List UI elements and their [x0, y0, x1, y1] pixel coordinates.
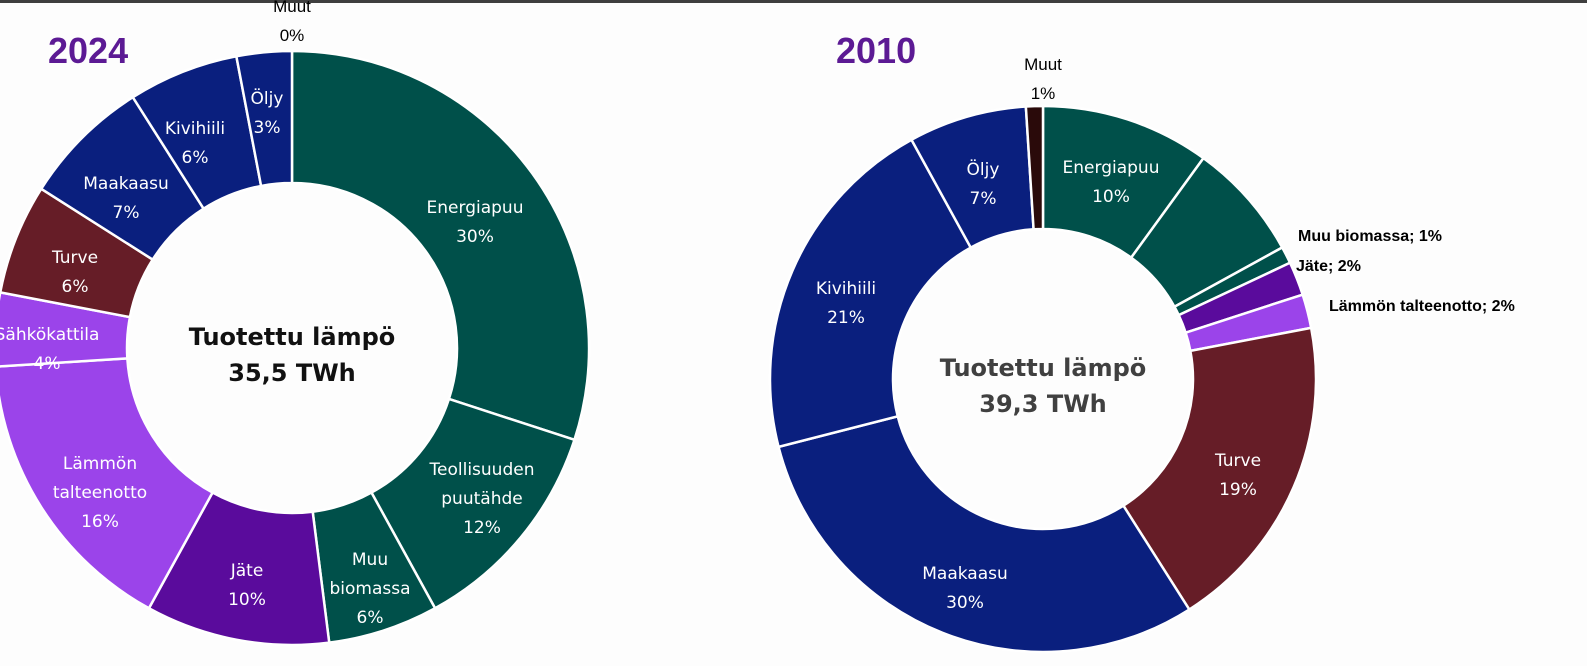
chart-title-2024: 2024 — [48, 30, 129, 71]
center-total-label: Tuotettu lämpö 39,3 TWh — [940, 354, 1147, 418]
donut-chart-2010: Energiapuu 10% Muu biomassa; 1% Jäte; 2% Läm… — [768, 55, 1515, 654]
donut-chart-2024: Energiapuu 30% Teollisuuden puutähde 12%Muu b… — [0, 0, 591, 647]
slice-energiapuu — [290, 49, 591, 442]
slice-muut — [1024, 104, 1045, 231]
data-label-teollisuuden-puutähde: Teollisuuden puutähde 12% — [429, 460, 535, 538]
data-label-jäte: Jäte; 2% — [1296, 258, 1361, 275]
slice-öljy — [234, 49, 294, 188]
data-label-energiapuu: Energiapuu 30% — [427, 198, 524, 247]
chart-title-2010: 2010 — [836, 30, 917, 71]
data-label-turve: Turve 19% — [1214, 451, 1261, 500]
slice-turve — [1121, 326, 1318, 612]
data-label-muu-biomassa: Muu biomassa 6% — [329, 550, 410, 628]
data-label-öljy: Öljy 3% — [251, 87, 284, 138]
data-label-öljy: Öljy 7% — [967, 158, 1000, 209]
data-label-lämmön-talteenotto: Lämmön talteenotto; 2% — [1329, 298, 1515, 315]
slice-kivihiili — [768, 138, 973, 449]
slice-maakaasu — [777, 414, 1192, 654]
data-label-muu-biomassa: Muu biomassa; 1% — [1298, 228, 1442, 245]
slice-lämmön-talteenotto — [0, 357, 215, 610]
data-label-maakaasu: Maakaasu 7% — [83, 174, 169, 223]
data-label-muut: Muut 0% — [273, 0, 311, 45]
data-label-muut: Muut 1% — [1024, 55, 1062, 103]
data-label-turve: Turve 6% — [51, 248, 98, 297]
data-label-lämmön-talteenotto: Lämmön talteenotto 16% — [53, 454, 147, 532]
data-label-maakaasu: Maakaasu 30% — [922, 564, 1008, 613]
data-label-energiapuu: Energiapuu 10% — [1063, 158, 1160, 207]
top-border — [0, 0, 1587, 3]
data-label-kivihiili: Kivihiili 6% — [165, 119, 225, 168]
data-label-jäte: Jäte 10% — [228, 561, 266, 610]
center-total-label: Tuotettu lämpö 35,5 TWh — [189, 323, 396, 387]
data-label-sähkökattila: Sähkökattila 4% — [0, 325, 99, 374]
data-label-kivihiili: Kivihiili 21% — [816, 279, 876, 328]
